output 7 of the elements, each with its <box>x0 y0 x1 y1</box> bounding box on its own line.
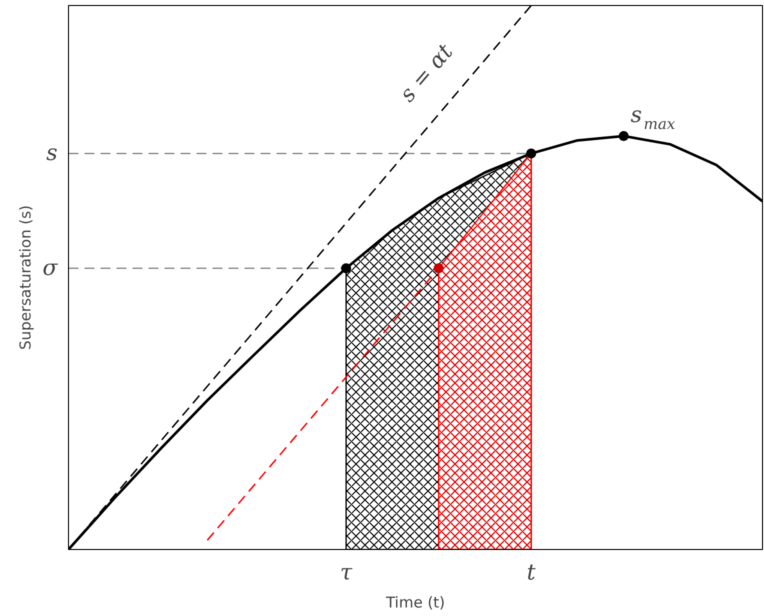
x-axis-title: Time (t) <box>384 594 446 612</box>
ref-line-label: σ <box>42 256 58 281</box>
y-axis-title: Supersaturation (s) <box>16 205 34 350</box>
x-tick-label: t <box>526 560 536 586</box>
ref-line-label: s <box>46 140 58 166</box>
x-tick-label: τ <box>340 560 354 586</box>
annotation: s = αt <box>395 40 458 108</box>
